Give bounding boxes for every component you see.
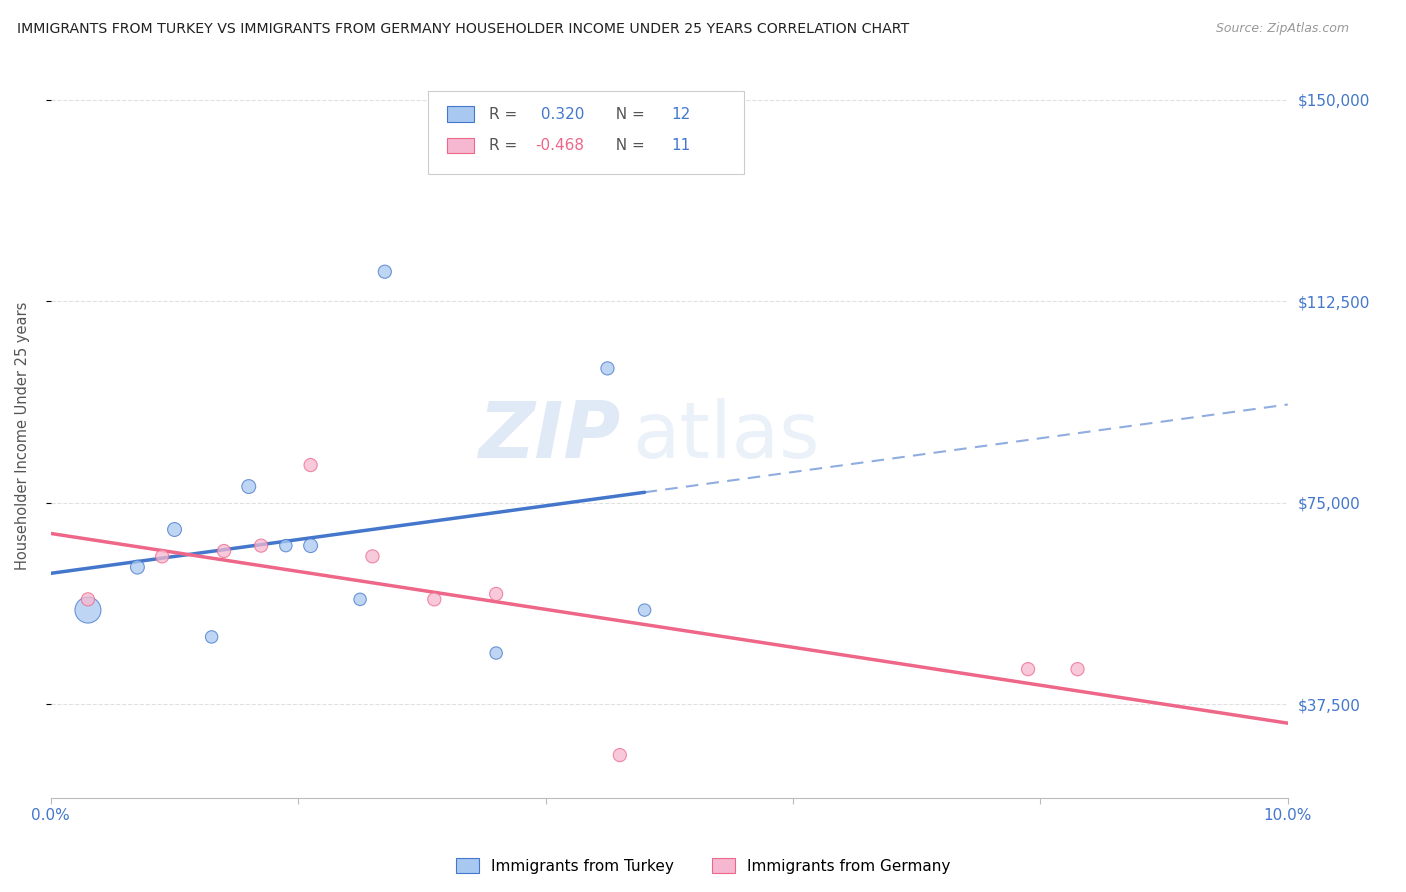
Bar [447,137,474,153]
Point [212,544,235,558]
Text: R =: R = [489,107,522,122]
Point [485,646,508,660]
Point [299,539,322,553]
Text: Source: ZipAtlas.com: Source: ZipAtlas.com [1216,22,1350,36]
Y-axis label: Householder Income Under 25 years: Householder Income Under 25 years [15,301,30,570]
FancyBboxPatch shape [427,91,744,175]
Point [274,539,297,553]
Text: R =: R = [489,138,522,153]
Point [361,549,384,564]
Bar [447,106,474,122]
Point [1066,662,1088,676]
Point [77,592,100,607]
Point [299,458,322,472]
Point [1017,662,1039,676]
Point [633,603,655,617]
Point [485,587,508,601]
Text: ZIP: ZIP [478,398,620,474]
Point [609,748,631,763]
Text: 11: 11 [672,138,690,153]
Text: 0.320: 0.320 [536,107,583,122]
Point [349,592,371,607]
Point [374,265,396,279]
Point [423,592,446,607]
Point [77,603,100,617]
Text: 12: 12 [672,107,690,122]
Point [163,523,186,537]
Text: atlas: atlas [633,398,820,474]
Point [127,560,149,574]
Text: N =: N = [606,107,650,122]
Legend: Immigrants from Turkey, Immigrants from Germany: Immigrants from Turkey, Immigrants from … [450,852,956,880]
Point [596,361,619,376]
Point [201,630,224,644]
Text: -0.468: -0.468 [536,138,585,153]
Text: N =: N = [606,138,650,153]
Text: IMMIGRANTS FROM TURKEY VS IMMIGRANTS FROM GERMANY HOUSEHOLDER INCOME UNDER 25 YE: IMMIGRANTS FROM TURKEY VS IMMIGRANTS FRO… [17,22,910,37]
Point [250,539,273,553]
Point [150,549,173,564]
Point [238,479,260,493]
